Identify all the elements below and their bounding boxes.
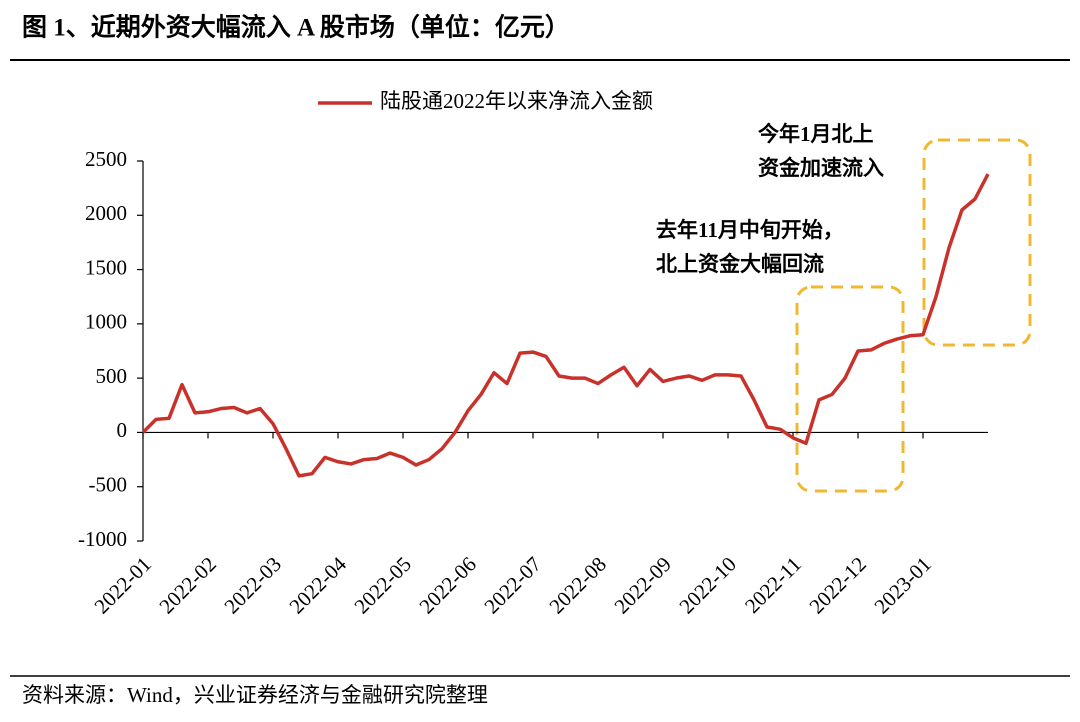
annotation: 今年1月北上 xyxy=(758,122,874,146)
x-tick-label: 2022-08 xyxy=(544,552,610,618)
x-tick-label: 2022-12 xyxy=(804,552,870,618)
x-tick-label: 2022-01 xyxy=(89,552,155,618)
x-tick-label: 2022-03 xyxy=(219,552,285,618)
x-tick-label: 2022-02 xyxy=(154,552,220,618)
y-tick-label: 1000 xyxy=(85,310,127,334)
y-tick-label: 0 xyxy=(117,418,128,442)
x-tick-label: 2022-06 xyxy=(414,552,480,618)
x-tick-label: 2022-07 xyxy=(479,552,545,618)
y-tick-label: -1000 xyxy=(78,527,127,551)
x-tick-label: 2022-10 xyxy=(674,552,740,618)
x-tick-label: 2022-09 xyxy=(609,552,675,618)
annotation: 去年11月中旬开始， xyxy=(656,218,844,242)
annotation: 资金加速流入 xyxy=(758,156,884,180)
y-tick-label: 2000 xyxy=(85,201,127,225)
series-line xyxy=(141,173,990,478)
y-tick-label: 1500 xyxy=(85,255,127,279)
x-tick-label: 2022-05 xyxy=(349,552,415,618)
chart-title: 图 1、近期外资大幅流入 A 股市场（单位：亿元） xyxy=(22,13,570,42)
y-tick-label: -500 xyxy=(89,473,128,497)
source: 资料来源：Wind，兴业证券经济与金融研究院整理 xyxy=(22,683,488,707)
annotation: 北上资金大幅回流 xyxy=(656,252,824,276)
legend-label: 陆股通2022年以来净流入金额 xyxy=(380,89,653,113)
highlight-box xyxy=(795,285,905,493)
x-tick-label: 2023-01 xyxy=(869,552,935,618)
highlight-box xyxy=(922,138,1032,347)
x-tick-label: 2022-04 xyxy=(284,552,351,619)
y-tick-label: 500 xyxy=(96,364,128,388)
y-tick-label: 2500 xyxy=(85,147,127,171)
x-tick-label: 2022-11 xyxy=(740,552,806,618)
